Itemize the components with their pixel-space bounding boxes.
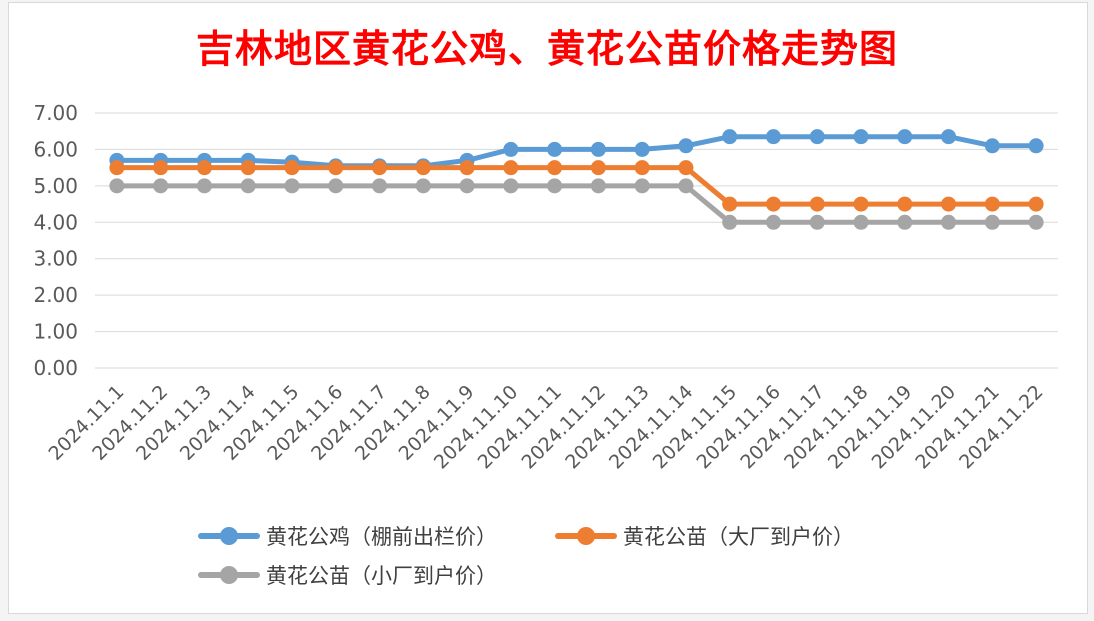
data-point-series-2[interactable] <box>1028 196 1044 212</box>
data-point-series-1[interactable] <box>722 129 738 145</box>
data-point-series-1[interactable] <box>984 138 1000 154</box>
data-point-series-2[interactable] <box>941 196 957 212</box>
data-point-series-1[interactable] <box>678 138 694 154</box>
series-line-1 <box>114 134 1039 169</box>
y-tick-label: 7.00 <box>33 101 78 125</box>
series-line-3 <box>114 183 1039 225</box>
data-point-series-3[interactable] <box>984 214 1000 230</box>
data-point-series-1[interactable] <box>853 129 869 145</box>
data-point-series-2[interactable] <box>415 160 431 176</box>
data-point-series-3[interactable] <box>153 178 169 194</box>
data-point-series-3[interactable] <box>590 178 606 194</box>
data-point-series-2[interactable] <box>328 160 344 176</box>
data-point-series-2[interactable] <box>590 160 606 176</box>
y-tick-label: 2.00 <box>33 283 78 307</box>
data-point-series-3[interactable] <box>196 178 212 194</box>
data-point-series-2[interactable] <box>897 196 913 212</box>
data-point-series-3[interactable] <box>415 178 431 194</box>
data-point-series-3[interactable] <box>722 214 738 230</box>
data-point-series-3[interactable] <box>459 178 475 194</box>
data-point-series-2[interactable] <box>547 160 563 176</box>
data-point-series-3[interactable] <box>284 178 300 194</box>
data-point-series-3[interactable] <box>109 178 125 194</box>
data-point-series-2[interactable] <box>196 160 212 176</box>
data-point-series-1[interactable] <box>634 141 650 157</box>
data-point-series-3[interactable] <box>503 178 519 194</box>
data-point-series-3[interactable] <box>240 178 256 194</box>
data-point-series-3[interactable] <box>765 214 781 230</box>
data-point-series-3[interactable] <box>1028 214 1044 230</box>
data-point-series-3[interactable] <box>634 178 650 194</box>
y-tick-label: 4.00 <box>33 210 78 234</box>
data-point-series-2[interactable] <box>459 160 475 176</box>
data-point-series-2[interactable] <box>765 196 781 212</box>
data-point-series-3[interactable] <box>941 214 957 230</box>
data-point-series-1[interactable] <box>1028 138 1044 154</box>
series-line-2 <box>114 165 1039 207</box>
x-axis-tick-labels: 2024.11.12024.11.22024.11.32024.11.42024… <box>44 381 1047 473</box>
y-tick-label: 1.00 <box>33 320 78 344</box>
y-tick-label: 3.00 <box>33 247 78 271</box>
data-point-series-1[interactable] <box>765 129 781 145</box>
data-point-series-1[interactable] <box>897 129 913 145</box>
data-point-series-2[interactable] <box>503 160 519 176</box>
y-tick-label: 6.00 <box>33 137 78 161</box>
data-point-series-2[interactable] <box>853 196 869 212</box>
series-lines <box>109 129 1044 230</box>
data-point-series-2[interactable] <box>984 196 1000 212</box>
data-point-series-1[interactable] <box>590 141 606 157</box>
chart-title: 吉林地区黄花公鸡、黄花公苗价格走势图 <box>195 26 898 71</box>
data-point-series-3[interactable] <box>678 178 694 194</box>
chart-area <box>8 2 1088 614</box>
data-point-series-2[interactable] <box>284 160 300 176</box>
data-point-series-3[interactable] <box>897 214 913 230</box>
y-tick-label: 5.00 <box>33 174 78 198</box>
data-point-series-2[interactable] <box>109 160 125 176</box>
data-point-series-3[interactable] <box>809 214 825 230</box>
data-point-series-3[interactable] <box>372 178 388 194</box>
data-point-series-2[interactable] <box>722 196 738 212</box>
data-point-series-1[interactable] <box>547 141 563 157</box>
data-point-series-3[interactable] <box>853 214 869 230</box>
data-point-series-2[interactable] <box>678 160 694 176</box>
data-point-series-1[interactable] <box>941 129 957 145</box>
data-point-series-1[interactable] <box>503 141 519 157</box>
data-point-series-2[interactable] <box>153 160 169 176</box>
data-point-series-2[interactable] <box>634 160 650 176</box>
data-point-series-3[interactable] <box>547 178 563 194</box>
y-axis-tick-labels: 0.00 1.00 2.00 3.00 4.00 5.00 6.00 7.00 <box>33 101 78 380</box>
y-tick-label: 0.00 <box>33 356 78 380</box>
data-point-series-2[interactable] <box>372 160 388 176</box>
data-point-series-2[interactable] <box>809 196 825 212</box>
data-point-series-2[interactable] <box>240 160 256 176</box>
data-point-series-3[interactable] <box>328 178 344 194</box>
data-point-series-1[interactable] <box>809 129 825 145</box>
